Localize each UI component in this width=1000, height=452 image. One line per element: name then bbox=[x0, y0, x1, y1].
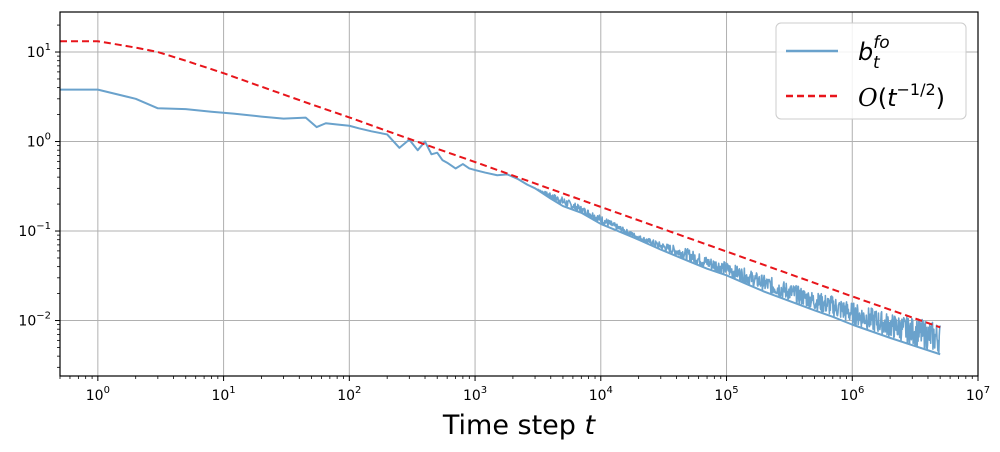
x-tick-label: 105 bbox=[714, 385, 738, 404]
y-tick-label: 101 bbox=[27, 42, 51, 61]
x-tick-label: 103 bbox=[463, 385, 487, 404]
y-tick-label: 10−2 bbox=[18, 311, 51, 330]
x-tick-label: 106 bbox=[840, 385, 864, 404]
y-tick-label: 100 bbox=[27, 132, 51, 151]
y-tick-label: 10−1 bbox=[18, 221, 51, 240]
legend-label-o: O(t−1/2) bbox=[858, 80, 945, 112]
x-tick-label: 102 bbox=[337, 385, 361, 404]
series-o-line bbox=[60, 40, 941, 329]
legend[interactable]: bfo t O(t−1/2) bbox=[775, 22, 967, 120]
x-tick-label: 104 bbox=[589, 385, 613, 404]
legend-label-b: bfo t bbox=[858, 33, 890, 73]
series-layer bbox=[59, 40, 941, 356]
x-axis-title: Time step t bbox=[442, 410, 597, 441]
ticks: 100 101 102 103 104 105 106 107 101 100 10−1 10−2 bbox=[18, 24, 990, 404]
series-b-line bbox=[60, 88, 941, 356]
x-tick-label: 101 bbox=[211, 385, 235, 404]
x-tick-label: 100 bbox=[86, 385, 110, 404]
plot-frame bbox=[59, 11, 979, 377]
x-tick-label: 107 bbox=[966, 385, 990, 404]
